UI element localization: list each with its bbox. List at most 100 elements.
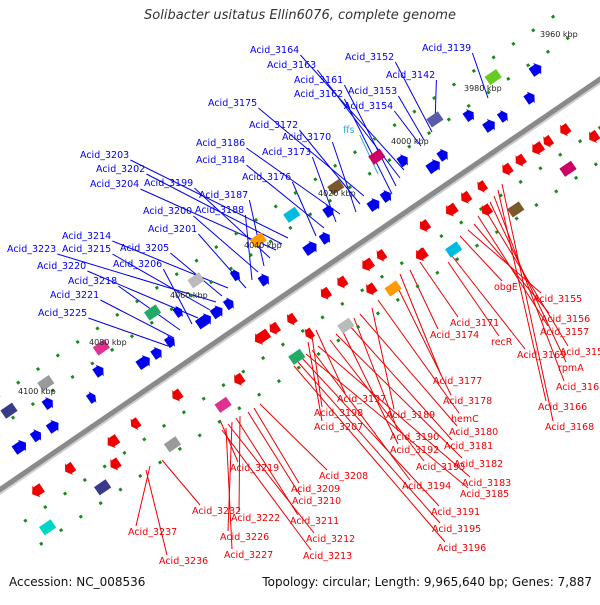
label-leader-line	[377, 299, 460, 414]
ruler-tick	[565, 36, 570, 41]
domain-tile	[444, 241, 463, 258]
ruler-tick	[379, 274, 385, 279]
gene-arrow	[234, 372, 246, 386]
gene-arrow	[164, 335, 175, 349]
gene-arrow	[589, 129, 600, 143]
ruler-tick	[177, 446, 182, 451]
gene-label: rpmA	[558, 363, 584, 374]
gene-label: Acid_3181	[444, 441, 493, 452]
gene-arrow	[257, 273, 269, 287]
gene-label: Acid_3222	[231, 513, 280, 524]
domain-tile	[337, 317, 355, 334]
gene-label: Acid_3200	[143, 206, 192, 217]
gene-arrow	[286, 312, 298, 326]
ruler-tick	[70, 374, 75, 380]
ruler-label: 3980 kbp	[464, 84, 502, 93]
gene-label: Acid_3139	[422, 43, 471, 54]
ruler-tick	[288, 225, 293, 230]
label-leader-line	[297, 361, 441, 524]
label-leader-line	[331, 141, 357, 213]
gene-label: Acid_3186	[196, 138, 245, 149]
gene-arrow	[32, 483, 45, 498]
ruler-tick	[257, 392, 262, 397]
gene-label: Acid_3177	[433, 376, 482, 387]
label-leader-line	[353, 317, 399, 432]
gene-label: Acid_3218	[68, 276, 117, 287]
gene-arrow	[85, 391, 97, 404]
ruler-tick	[78, 514, 83, 519]
gene-arrow	[366, 282, 378, 296]
ruler-tick	[494, 229, 499, 235]
label-leader-line	[317, 345, 471, 478]
domain-tile	[384, 280, 402, 297]
ruler-tick	[426, 130, 432, 136]
domain-tile	[559, 160, 577, 177]
label-leader-line	[299, 129, 361, 205]
ruler-tick	[280, 342, 286, 347]
ruler-tick	[174, 272, 179, 277]
ruler-tick	[451, 82, 457, 87]
label-leader-line	[447, 261, 500, 337]
ruler-tick	[474, 243, 480, 248]
ruler-tick	[35, 366, 41, 372]
domain-tile	[163, 436, 182, 453]
label-leader-line	[497, 189, 547, 402]
ruler-tick	[50, 388, 55, 393]
gene-arrow	[150, 346, 162, 360]
ruler-tick	[320, 315, 325, 320]
gene-label: Acid_3204	[90, 179, 139, 190]
label-leader-line	[112, 240, 229, 289]
domain-tile	[214, 396, 232, 413]
ruler-ticks	[0, 14, 600, 546]
gene-label: Acid_3206	[113, 259, 162, 270]
gene-arrow	[366, 198, 380, 212]
gene-arrow	[560, 123, 572, 137]
label-leader-line	[146, 173, 283, 245]
gene-label: Acid_3168	[545, 422, 594, 433]
label-leader-line	[489, 201, 567, 363]
gene-arrow	[41, 397, 53, 410]
ruler-label: 4020 kbp	[318, 189, 356, 198]
ruler-tick	[471, 68, 476, 74]
ruler-label: 3960 kbp	[540, 30, 578, 39]
label-leader-line	[293, 365, 446, 543]
gene-label: Acid_3190	[390, 432, 439, 443]
gene-label: Acid_3193	[416, 462, 465, 473]
gene-label: Acid_3227	[224, 550, 273, 561]
ruler-tick	[129, 334, 135, 339]
ruler-tick	[11, 415, 16, 420]
label-leader-line	[359, 134, 379, 175]
gene-arrow	[396, 154, 408, 168]
ruler-tick	[455, 257, 460, 262]
gene-label: Acid_3154	[344, 101, 393, 112]
gene-arrow	[269, 321, 281, 335]
gene-arrow	[45, 419, 59, 434]
ruler-tick	[545, 49, 551, 54]
gene-arrow	[446, 202, 459, 217]
gene-label: Acid_3182	[454, 459, 503, 470]
ruler-tick	[201, 396, 206, 401]
ruler-tick	[154, 285, 159, 290]
ruler-tick	[412, 109, 417, 114]
gene-label: ffs	[343, 125, 355, 136]
label-leader-line	[347, 323, 453, 441]
gene-label: Acid_3202	[96, 164, 145, 175]
label-leader-line	[112, 253, 211, 311]
label-leader-line	[57, 253, 217, 303]
gene-label: Acid_3201	[148, 224, 197, 235]
ruler-tick	[554, 189, 559, 194]
gene-label: Acid_3161	[294, 75, 343, 86]
gene-label: Acid_3208	[319, 471, 368, 482]
gene-label: Acid_3225	[38, 308, 87, 319]
ruler-tick	[276, 379, 282, 384]
gene-label: Acid_3215	[62, 244, 111, 255]
gene-arrow	[304, 327, 316, 340]
label-leader-line	[471, 52, 489, 99]
gene-label: Acid_3153	[348, 86, 397, 97]
gene-arrow	[65, 461, 77, 475]
gene-label: Acid_3178	[443, 396, 492, 407]
gene-arrow	[302, 241, 317, 256]
label-leader-line	[198, 233, 247, 289]
genome-backbone	[0, 76, 600, 496]
label-leader-line	[419, 261, 459, 318]
